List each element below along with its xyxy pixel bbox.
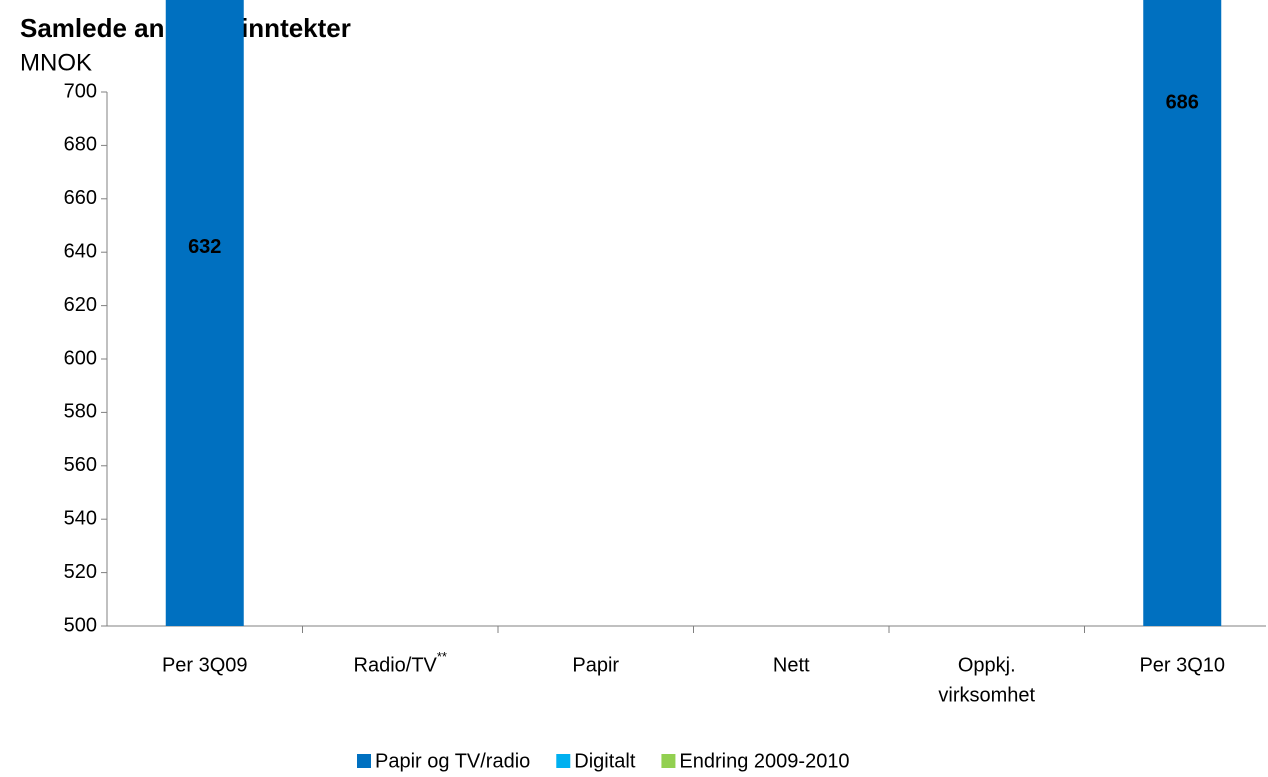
legend-swatch xyxy=(661,754,676,768)
legend-label: Digitalt xyxy=(574,750,636,772)
x-tick-label: Per 3Q09 xyxy=(162,654,248,676)
y-tick-label: 580 xyxy=(64,401,97,423)
y-tick-label: 640 xyxy=(64,240,97,262)
y-tick-label: 540 xyxy=(64,507,97,529)
stack-bar xyxy=(1143,0,1222,626)
stack-bar xyxy=(165,0,244,626)
y-tick-label: 700 xyxy=(64,80,97,102)
total-label: 686 xyxy=(1166,92,1199,114)
x-tick-label: Papir xyxy=(572,654,619,676)
x-tick-label: Oppkj. xyxy=(958,654,1016,676)
y-tick-label: 660 xyxy=(64,187,97,209)
y-tick-label: 500 xyxy=(64,614,97,636)
x-tick-label: Per 3Q10 xyxy=(1139,654,1225,676)
x-tick-label: Nett xyxy=(773,654,810,676)
legend-label: Papir og TV/radio xyxy=(375,750,530,772)
x-tick-label: Radio/TV** xyxy=(354,649,448,676)
y-tick-label: 600 xyxy=(64,347,97,369)
y-tick-label: 620 xyxy=(64,294,97,316)
y-tick-label: 680 xyxy=(64,134,97,156)
y-tick-label: 560 xyxy=(64,454,97,476)
legend-swatch xyxy=(357,754,371,768)
x-tick-superscript: ** xyxy=(437,649,447,664)
y-tick-label: 520 xyxy=(64,561,97,583)
x-tick-label: virksomhet xyxy=(938,684,1035,706)
total-label: 632 xyxy=(188,236,221,258)
chart-subtitle: MNOK xyxy=(20,49,92,76)
legend-label: Endring 2009-2010 xyxy=(679,750,849,772)
legend-swatch xyxy=(556,754,571,768)
